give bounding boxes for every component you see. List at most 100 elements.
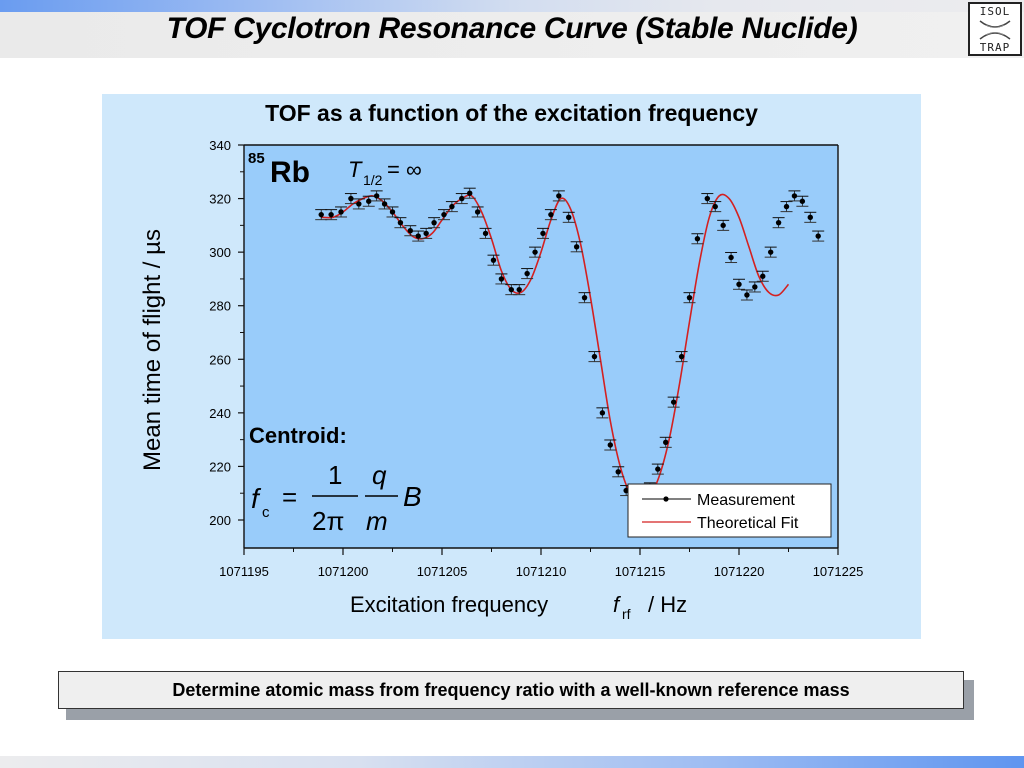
- data-point: [675, 351, 688, 363]
- data-point: [764, 246, 777, 258]
- measurement-marker: [366, 198, 372, 204]
- measurement-marker: [591, 353, 598, 360]
- data-point: [659, 436, 672, 448]
- data-point: [788, 190, 801, 202]
- measurement-marker: [607, 442, 613, 448]
- measurement-marker: [678, 353, 685, 360]
- nuclide-mass-number: 85: [248, 150, 265, 167]
- data-point: [455, 193, 468, 205]
- data-point: [709, 201, 722, 213]
- data-point: [412, 230, 425, 242]
- measurement-marker: [736, 281, 742, 287]
- measurement-marker: [540, 230, 546, 237]
- measurement-marker: [338, 209, 344, 215]
- y-axis: 200 220 240 260 280 300 320 340: [209, 138, 839, 548]
- halflife-value: = ∞: [387, 157, 422, 182]
- y-tick-label: 240: [209, 406, 231, 421]
- x-tick-label: 1071205: [417, 564, 468, 579]
- nuclide-symbol: Rb: [270, 156, 310, 189]
- measurement-marker: [356, 201, 362, 207]
- data-point: [437, 209, 450, 221]
- measurement-marker: [791, 193, 798, 199]
- data-point: [325, 209, 338, 221]
- measurement-marker: [381, 201, 388, 207]
- halflife-symbol: T: [348, 157, 363, 182]
- data-point: [562, 211, 575, 223]
- data-point: [651, 463, 664, 475]
- measurement-marker: [694, 236, 701, 242]
- measurement-marker: [663, 439, 669, 446]
- measurement-marker: [615, 469, 621, 475]
- data-point: [386, 206, 399, 218]
- y-tick-label: 300: [209, 245, 231, 260]
- measurement-marker: [686, 294, 693, 301]
- measurement-marker: [670, 399, 677, 405]
- measurement-marker: [744, 292, 750, 298]
- measurement-marker: [760, 273, 766, 279]
- measurement-marker: [556, 193, 562, 199]
- formula-B: B: [403, 481, 422, 512]
- measurement-marker: [720, 222, 726, 229]
- data-point: [428, 217, 441, 229]
- data-point: [570, 241, 583, 253]
- logo-text-bottom: TRAP: [979, 41, 1011, 54]
- formula-numerator-1: 1: [328, 460, 342, 490]
- data-point: [536, 227, 549, 239]
- measurement-marker: [328, 211, 334, 218]
- measurement-marker: [566, 214, 572, 221]
- legend-label-measurement: Measurement: [697, 492, 795, 509]
- data-point: [756, 270, 769, 282]
- data-point: [352, 198, 365, 210]
- measurement-marker: [775, 219, 782, 226]
- conclusion-box: Determine atomic mass from frequency rat…: [58, 671, 964, 709]
- data-point: [717, 219, 730, 231]
- data-point: [344, 193, 357, 205]
- data-point: [445, 201, 458, 213]
- bottom-band: [0, 756, 1024, 768]
- isoltrap-logo: ISOL TRAP: [968, 2, 1022, 56]
- measurement-marker: [623, 487, 629, 494]
- measurement-marker: [728, 254, 734, 261]
- measurement-marker: [508, 286, 514, 293]
- title-band: [0, 12, 1024, 58]
- formula-denominator-1: 2π: [312, 506, 344, 536]
- data-point: [495, 273, 508, 285]
- measurement-marker: [467, 190, 473, 196]
- slide-title: TOF Cyclotron Resonance Curve (Stable Nu…: [166, 12, 858, 45]
- data-point: [335, 206, 348, 218]
- data-point: [552, 190, 565, 202]
- chart-title: TOF as a function of the excitation freq…: [265, 100, 758, 126]
- data-point: [529, 246, 542, 258]
- data-point: [487, 254, 500, 266]
- halflife-subscript: 1/2: [363, 172, 383, 188]
- y-tick-label: 200: [209, 513, 231, 528]
- x-tick-label: 1071215: [615, 564, 666, 579]
- measurement-marker: [807, 214, 813, 221]
- measurement-marker: [783, 203, 790, 210]
- formula-denominator-2: m: [366, 506, 388, 536]
- x-axis: 1071195 1071200 1071205 1071210 1071215 10712…: [219, 547, 864, 579]
- data-point: [740, 289, 753, 301]
- data-point: [733, 278, 745, 290]
- data-point: [691, 233, 704, 245]
- legend-measurement-marker: [663, 496, 669, 502]
- data-point: [521, 268, 534, 280]
- measurement-marker: [655, 466, 661, 472]
- legend-label-fit: Theoretical Fit: [697, 515, 799, 532]
- x-tick-label: 1071225: [813, 564, 864, 579]
- measurement-marker: [318, 211, 324, 218]
- measurement-marker: [431, 219, 437, 226]
- measurement-marker: [498, 276, 505, 282]
- x-tick-label: 1071220: [714, 564, 765, 579]
- x-tick-label: 1071210: [516, 564, 567, 579]
- measurement-marker: [712, 203, 718, 210]
- y-tick-label: 320: [209, 192, 231, 207]
- measurement-marker: [449, 203, 455, 210]
- centroid-label: Centroid:: [249, 423, 347, 448]
- data-point: [420, 227, 433, 239]
- y-tick-label: 340: [209, 138, 231, 153]
- x-axis-symbol-subscript: rf: [622, 606, 631, 622]
- y-tick-label: 220: [209, 459, 231, 474]
- measurement-marker: [373, 193, 380, 199]
